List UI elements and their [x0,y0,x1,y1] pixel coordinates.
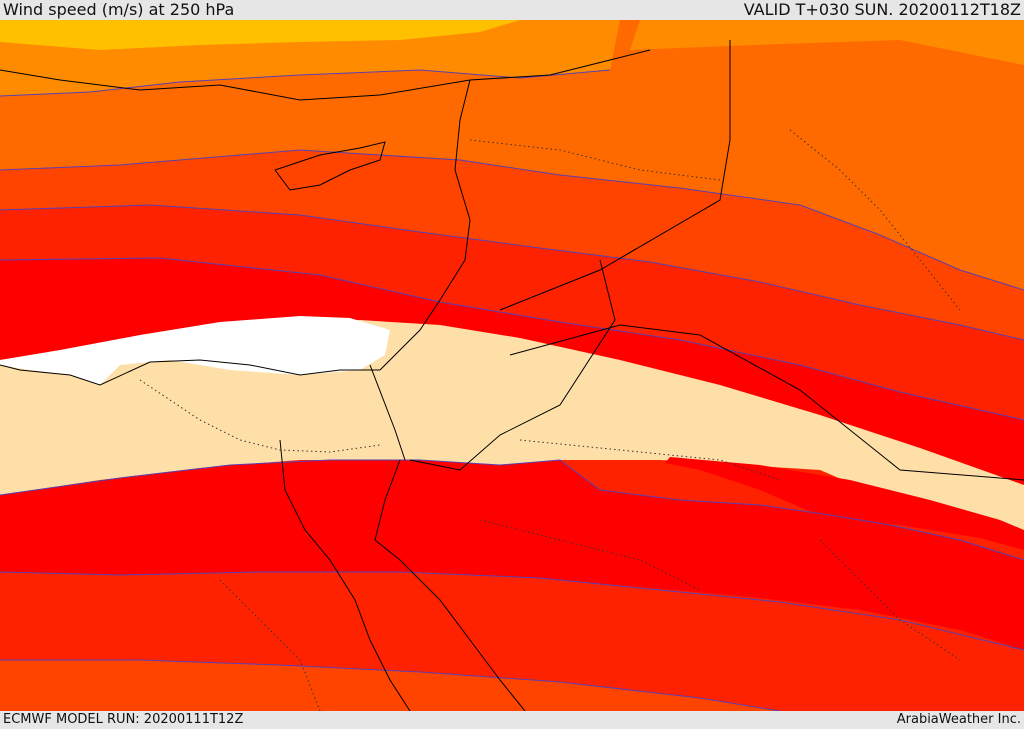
coastlines [0,40,1024,711]
band-white [0,316,390,385]
egypt-coast [0,359,380,386]
band-red-orange-south [0,572,1024,711]
sinai-border [369,364,406,461]
band-red-tongue [665,457,1024,550]
province-borders [139,129,961,711]
red-sea-west [374,459,526,711]
wind-contours [0,69,1024,711]
wind-speed-map [0,20,1024,711]
map-header: Wind speed (m/s) at 250 hPa VALID T+030 … [0,0,1024,20]
turkey-coast [0,49,651,101]
band-amber-east [630,20,1024,65]
band-red-south [0,460,1024,650]
nile [279,439,411,711]
border-line-3 [409,259,616,471]
border-line-1 [499,40,731,311]
cyprus [274,141,386,191]
band-yellow-orange [0,20,520,50]
credit: ArabiaWeather Inc. [896,712,1021,727]
model-run: ECMWF MODEL RUN: 20200111T12Z [3,712,244,727]
band-orange-red-south [0,660,780,711]
map-title: Wind speed (m/s) at 250 hPa [3,0,235,19]
valid-time: VALID T+030 SUN. 20200112T18Z [743,0,1021,19]
band-very-light [0,320,1024,545]
band-red-north [0,258,1024,490]
border-line-2 [509,324,1024,481]
map-footer: ECMWF MODEL RUN: 20200111T12Z ArabiaWeat… [0,711,1024,729]
levant-coast [379,79,471,371]
